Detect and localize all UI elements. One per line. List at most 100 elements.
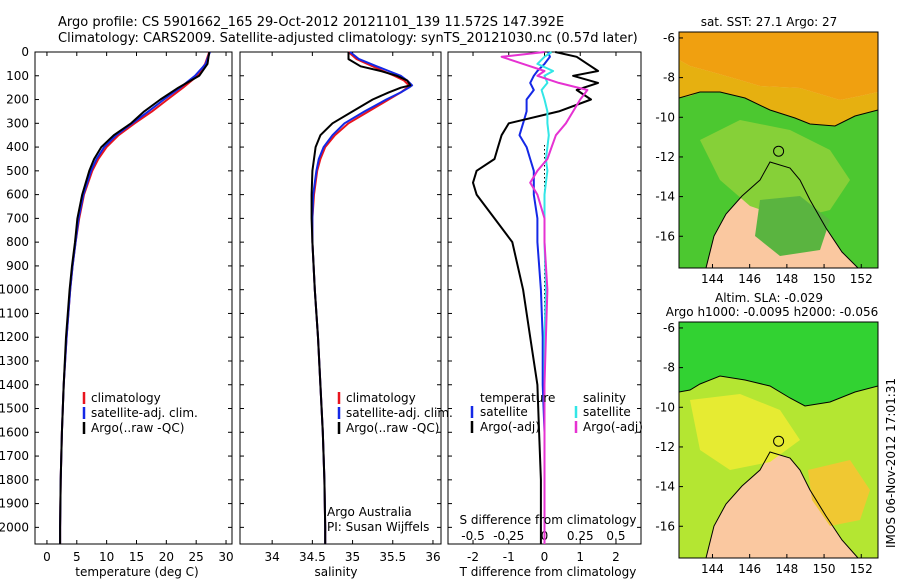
imos-timestamp: IMOS 06-Nov-2012 17:01:31 (884, 378, 898, 548)
sla-map-ticks: 144 146 148 150 152 -6 -8 -10 -12 -14 -16 (655, 321, 872, 576)
depth-tick-label: 900 (6, 259, 29, 273)
depth-tick-label: 2000 (0, 520, 29, 534)
diff-x2label: S difference from climatology (460, 513, 637, 527)
coastline (679, 375, 878, 407)
depth-tick-label: 1100 (0, 306, 29, 320)
sla-map-frame (678, 321, 879, 559)
salinity-xlabel: salinity (314, 565, 357, 579)
depth-tick-label: 1000 (0, 283, 29, 297)
series-line-climatology (311, 51, 410, 544)
x-tick-label: 10 (99, 550, 114, 564)
profile-location-marker (773, 145, 785, 157)
lat-tick-label: -6 (663, 321, 675, 335)
sla-north-region (679, 322, 878, 406)
legend-label-sal-satellite: satellite (583, 405, 631, 419)
legend-label-satellite-adj: satellite-adj. clim. (346, 406, 453, 420)
lat-tick-label: -8 (663, 361, 675, 375)
x-tick-label: 2 (612, 550, 620, 564)
x-tick-label: 15 (129, 550, 144, 564)
salinity-panel: 34 34.5 35 35.5 36 (239, 51, 442, 564)
lon-tick-label: 150 (813, 272, 836, 286)
lat-tick-label: -16 (655, 229, 675, 243)
depth-tick-label: 800 (6, 235, 29, 249)
s-tick-label: -0.25 (493, 529, 524, 543)
depth-tick-label: 1900 (0, 497, 29, 511)
s-tick-label: -0.5 (461, 529, 484, 543)
lat-tick-label: -14 (655, 190, 675, 204)
x-tick-label: 0 (541, 550, 549, 564)
lon-tick-label: 146 (738, 562, 761, 576)
difference-panel: -2 -1 0 1 2-0.5 -0.25 0 0.25 0.5 (447, 51, 642, 564)
sst-map-frame (678, 31, 879, 269)
depth-tick-label: 1600 (0, 425, 29, 439)
legend-label-climatology: climatology (91, 391, 161, 405)
series-line-satellite-adj-clim (59, 51, 211, 544)
sla-patch (690, 394, 800, 470)
x-tick-label: -1 (503, 550, 515, 564)
temperature-panel: 0100200300400500600700800900100011001200… (0, 45, 234, 564)
x-tick-label: 30 (218, 550, 233, 564)
x-tick-label: 35 (345, 550, 360, 564)
depth-tick-label: 700 (6, 211, 29, 225)
depth-tick-label: 1800 (0, 473, 29, 487)
legend-label-sal-argo: Argo(-adj) (583, 420, 643, 434)
header-line-1: Argo profile: CS 5901662_165 29-Oct-2012… (58, 15, 564, 30)
sst-patch (700, 120, 850, 220)
depth-tick-label: 600 (6, 188, 29, 202)
x-tick-label: -2 (467, 550, 479, 564)
sst-map-ticks: 144 146 148 150 152 -6 -8 -10 -12 -14 -16 (655, 31, 872, 286)
difference-legend: temperature salinity satellite Argo(-adj… (470, 391, 643, 434)
legend-label-climatology: climatology (346, 391, 416, 405)
lat-tick-label: -12 (655, 440, 675, 454)
sst-patch (755, 196, 830, 256)
legend-label-temp-argo: Argo(-adj) (480, 420, 540, 434)
sla-map: Altim. SLA: -0.029 Argo h1000: -0.0095 h… (655, 291, 879, 576)
profile-location-marker (773, 435, 785, 447)
x-tick-label: 20 (159, 550, 174, 564)
x-tick-label: 25 (189, 550, 204, 564)
lat-tick-label: -8 (663, 71, 675, 85)
diff-xlabel: T difference from climatology (459, 565, 637, 579)
series-line-climatology (59, 51, 211, 544)
series-line-temperature-argo-adj (472, 51, 600, 544)
depth-tick-label: 1500 (0, 402, 29, 416)
lat-tick-label: -10 (655, 400, 675, 414)
depth-tick-label: 300 (6, 116, 29, 130)
s-tick-label: 0.25 (567, 529, 594, 543)
plot-frame (34, 51, 233, 545)
depth-tick-label: 1700 (0, 449, 29, 463)
x-tick-label: 34 (265, 550, 280, 564)
depth-tick-label: 100 (6, 69, 29, 83)
depth-tick-label: 500 (6, 164, 29, 178)
sst-map-title: sat. SST: 27.1 Argo: 27 (701, 15, 838, 29)
depth-tick-label: 200 (6, 93, 29, 107)
plot-frame (239, 51, 442, 545)
sst-map: sat. SST: 27.1 Argo: 27 144 146 148 150 152 -… (655, 15, 879, 286)
temperature-xlabel: temperature (deg C) (75, 565, 198, 579)
lon-tick-label: 152 (850, 562, 873, 576)
series-line-satellite-adj-clim (311, 51, 414, 544)
lon-tick-label: 144 (701, 272, 724, 286)
lon-tick-label: 148 (775, 562, 798, 576)
lon-tick-label: 152 (850, 272, 873, 286)
depth-tick-label: 1300 (0, 354, 29, 368)
depth-tick-label: 400 (6, 140, 29, 154)
lon-tick-label: 148 (775, 272, 798, 286)
s-tick-label: 0.5 (606, 529, 625, 543)
note-argo-australia: Argo Australia (327, 505, 412, 519)
x-tick-label: 0 (43, 550, 51, 564)
warm-sst-region (679, 32, 878, 100)
sla-patch (808, 460, 870, 526)
depth-tick-label: 1200 (0, 330, 29, 344)
sla-map-title-1: Altim. SLA: -0.029 (715, 291, 823, 305)
coastline (679, 91, 878, 127)
salinity-legend: climatology satellite-adj. clim. Argo(..… (327, 391, 453, 534)
legend-title-salinity: salinity (583, 391, 626, 405)
depth-tick-label: 0 (21, 45, 29, 59)
x-tick-label: 34.5 (299, 550, 326, 564)
lat-tick-label: -10 (655, 110, 675, 124)
lon-tick-label: 150 (813, 562, 836, 576)
sla-map-title-2: Argo h1000: -0.0095 h2000: -0.056 (666, 305, 879, 319)
lat-tick-label: -6 (663, 31, 675, 45)
